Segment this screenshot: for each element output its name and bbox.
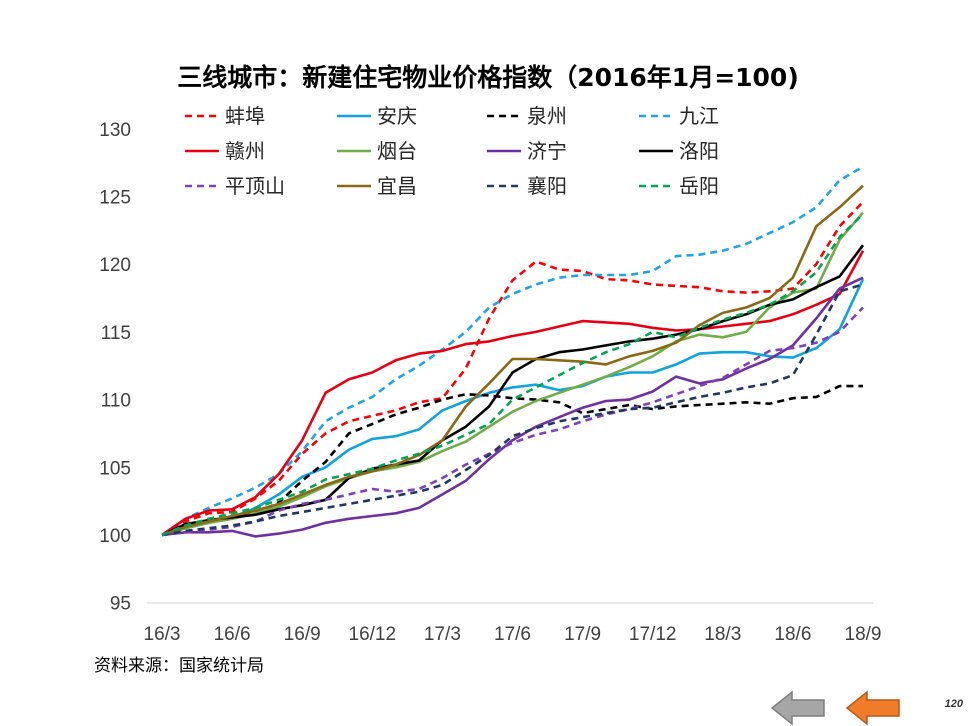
- y-tick-label: 100: [99, 526, 131, 547]
- y-tick-label: 110: [101, 391, 131, 412]
- x-tick-label: 17/6: [494, 624, 531, 645]
- source-note: 资料来源：国家统计局: [94, 656, 264, 676]
- legend-label-1: 安庆: [377, 104, 417, 128]
- arrow-left-icon: [770, 690, 825, 726]
- legend-label-3: 九江: [679, 104, 719, 128]
- series-line-4: [161, 250, 865, 537]
- series-line-11: [161, 213, 864, 537]
- x-tick-label: 18/6: [774, 624, 811, 645]
- x-tick-label: 16/6: [214, 624, 251, 645]
- y-tick-label: 105: [99, 458, 131, 479]
- series-line-3: [161, 165, 864, 537]
- legend-label-11: 岳阳: [679, 174, 719, 198]
- x-tick-label: 18/3: [704, 624, 741, 645]
- series-line-6: [161, 276, 864, 538]
- y-tick-label: 125: [99, 188, 131, 209]
- x-tick-label: 17/9: [564, 624, 601, 645]
- chart-title: 三线城市：新建住宅物业价格指数（2016年1月=100): [177, 63, 799, 92]
- legend-label-6: 济宁: [527, 139, 567, 163]
- legend-label-0: 蚌埠: [225, 104, 265, 128]
- back-arrow-button[interactable]: [770, 690, 828, 726]
- x-tick-label: 16/9: [284, 624, 321, 645]
- y-tick-label: 120: [99, 255, 131, 276]
- legend-label-10: 襄阳: [527, 174, 567, 198]
- x-tick-label: 16/12: [349, 624, 397, 645]
- legend-label-7: 洛阳: [679, 139, 719, 163]
- legend-label-2: 泉州: [527, 104, 567, 128]
- x-tick-label: 17/12: [629, 624, 677, 645]
- y-axis-ticks: 95 100 105 110 115 120 125 130: [99, 120, 131, 615]
- series-line-9: [161, 184, 864, 537]
- legend-label-4: 赣州: [225, 139, 265, 163]
- x-tick-label: 18/9: [845, 624, 882, 645]
- legend-label-8: 平顶山: [225, 174, 285, 198]
- arrow-left-orange-icon: [845, 690, 900, 726]
- legend-label-5: 烟台: [377, 139, 417, 163]
- legend-label-9: 宜昌: [377, 174, 417, 198]
- x-axis-ticks: 16/3 16/6 16/9 16/12 17/3 17/6 17/9 17/12 18/3 18…: [144, 624, 882, 645]
- series-line-0: [161, 201, 864, 537]
- y-tick-label: 115: [101, 323, 131, 344]
- x-tick-label: 17/3: [424, 624, 461, 645]
- y-tick-label: 95: [110, 594, 131, 615]
- series-line-1: [161, 278, 865, 537]
- y-tick-label: 130: [99, 120, 131, 141]
- forward-arrow-button[interactable]: [845, 690, 903, 726]
- series-line-7: [161, 244, 865, 537]
- series-line-8: [161, 306, 864, 537]
- series-lines: [161, 165, 865, 538]
- series-line-5: [161, 211, 864, 537]
- x-tick-label: 16/3: [144, 624, 181, 645]
- page-number: 120: [944, 698, 963, 710]
